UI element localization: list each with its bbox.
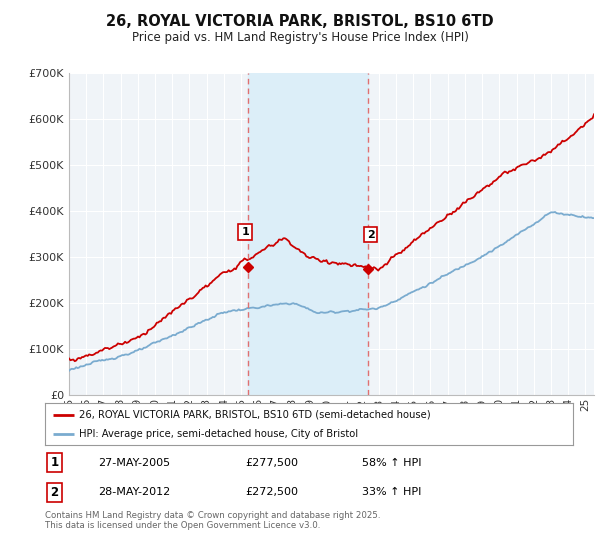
Text: 26, ROYAL VICTORIA PARK, BRISTOL, BS10 6TD (semi-detached house): 26, ROYAL VICTORIA PARK, BRISTOL, BS10 6… — [79, 409, 431, 419]
Text: 58% ↑ HPI: 58% ↑ HPI — [362, 458, 421, 468]
Text: HPI: Average price, semi-detached house, City of Bristol: HPI: Average price, semi-detached house,… — [79, 429, 358, 439]
Text: Contains HM Land Registry data © Crown copyright and database right 2025.
This d: Contains HM Land Registry data © Crown c… — [45, 511, 380, 530]
Text: 27-MAY-2005: 27-MAY-2005 — [98, 458, 170, 468]
Text: 1: 1 — [50, 456, 59, 469]
Text: 2: 2 — [50, 486, 59, 498]
Text: 33% ↑ HPI: 33% ↑ HPI — [362, 487, 421, 497]
Text: £272,500: £272,500 — [245, 487, 299, 497]
Text: Price paid vs. HM Land Registry's House Price Index (HPI): Price paid vs. HM Land Registry's House … — [131, 31, 469, 44]
Text: 28-MAY-2012: 28-MAY-2012 — [98, 487, 170, 497]
Text: 2: 2 — [367, 230, 374, 240]
Text: £277,500: £277,500 — [245, 458, 299, 468]
Text: 26, ROYAL VICTORIA PARK, BRISTOL, BS10 6TD: 26, ROYAL VICTORIA PARK, BRISTOL, BS10 6… — [106, 14, 494, 29]
Bar — [248, 73, 368, 395]
Text: 1: 1 — [241, 227, 249, 237]
